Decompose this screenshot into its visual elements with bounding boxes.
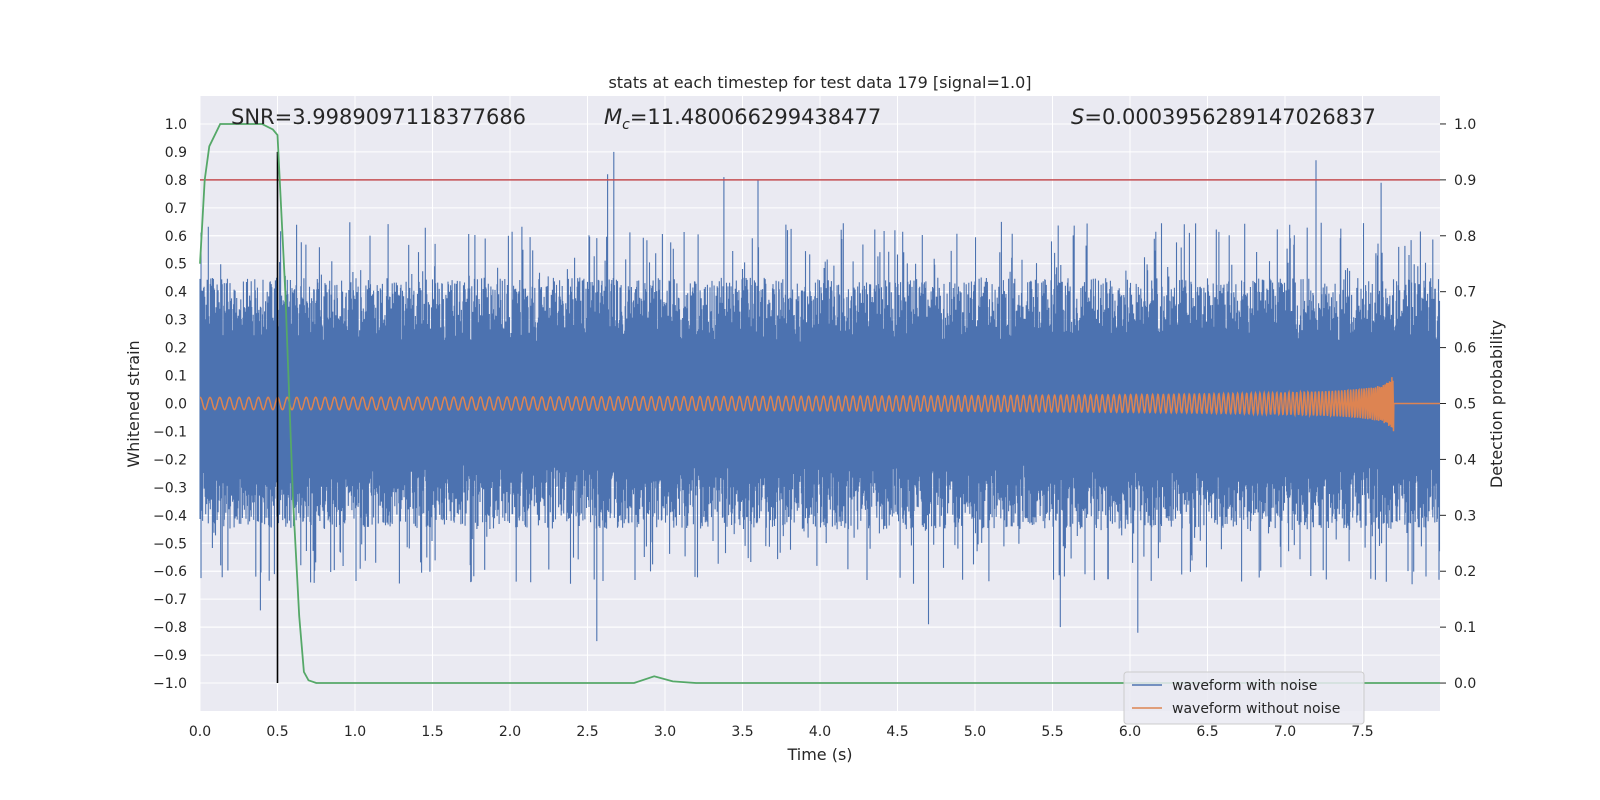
- y-tick-label: 0.7: [165, 201, 187, 217]
- y-tick-label: −0.8: [153, 620, 187, 636]
- y2-axis-label: Detection probability: [1487, 320, 1506, 488]
- y-tick-label: 0.6: [165, 229, 187, 245]
- y-tick-label: −0.1: [153, 424, 187, 440]
- y-tick-label: −0.6: [153, 564, 187, 580]
- x-tick-label: 4.0: [809, 724, 831, 740]
- detection-probability-line: [199, 123, 1440, 684]
- y2-tick-label: 0.8: [1454, 229, 1476, 245]
- y-axis-ticks: 1.0 0.9 0.8 0.7 0.6 0.5 0.4 0.3 0.2 0.1 0.0 −0.1 −0.…: [153, 117, 187, 692]
- x-tick-label: 1.0: [344, 724, 366, 740]
- y-tick-label: −0.9: [153, 648, 187, 664]
- x-tick-label: 0.0: [189, 724, 211, 740]
- s-value: =0.0003956289147026837: [1084, 105, 1376, 129]
- chirp-mass-symbol: M: [604, 105, 622, 129]
- chirp-mass-annotation: Mc=11.480066299438477: [604, 105, 881, 133]
- y-tick-label: −0.4: [153, 508, 187, 524]
- x-tick-label: 0.5: [266, 724, 288, 740]
- y2-tick-label: 0.5: [1454, 397, 1476, 413]
- x-tick-label: 5.0: [964, 724, 986, 740]
- y-tick-label: −0.7: [153, 592, 187, 608]
- y2-tick-label: 0.0: [1454, 676, 1476, 692]
- y-tick-label: 0.3: [165, 313, 187, 329]
- y-tick-label: −0.2: [153, 452, 187, 468]
- y-tick-label: 0.9: [165, 145, 187, 161]
- s-symbol: S: [1071, 105, 1084, 129]
- snr-annotation: SNR=3.9989097118377686: [231, 105, 526, 129]
- y2-axis-ticks: 1.0 0.9 0.8 0.7 0.6 0.5 0.4 0.3 0.2 0.1 0.0: [1440, 117, 1476, 692]
- chart-title: stats at each timestep for test data 179…: [608, 73, 1031, 92]
- legend-label-clean: waveform without noise: [1172, 701, 1340, 717]
- y-tick-label: 0.2: [165, 341, 187, 357]
- clean-waveform-line: [199, 377, 1440, 432]
- x-tick-label: 5.5: [1041, 724, 1063, 740]
- x-axis-label: Time (s): [786, 745, 852, 764]
- y2-tick-label: 0.2: [1454, 564, 1476, 580]
- x-tick-label: 7.0: [1274, 724, 1296, 740]
- y-tick-label: −1.0: [153, 676, 187, 692]
- y-tick-label: 0.4: [165, 285, 187, 301]
- detection-probability-series: [199, 123, 1440, 684]
- x-tick-label: 6.0: [1119, 724, 1141, 740]
- y2-tick-label: 0.6: [1454, 341, 1476, 357]
- y-tick-label: 1.0: [165, 117, 187, 133]
- legend-box: [1123, 671, 1365, 725]
- y-axis-label: Whitened strain: [124, 340, 143, 467]
- y2-tick-label: 0.4: [1454, 452, 1476, 468]
- y-tick-label: 0.1: [165, 369, 187, 385]
- x-tick-label: 1.5: [421, 724, 443, 740]
- y2-tick-label: 1.0: [1454, 117, 1476, 133]
- x-tick-label: 3.5: [731, 724, 753, 740]
- x-tick-label: 4.5: [886, 724, 908, 740]
- waveform-without-noise-series: [199, 377, 1440, 432]
- x-tick-label: 3.0: [654, 724, 676, 740]
- y2-tick-label: 0.9: [1454, 173, 1476, 189]
- x-tick-label: 6.5: [1196, 724, 1218, 740]
- chirp-mass-subscript: c: [622, 117, 630, 133]
- x-tick-label: 7.5: [1351, 724, 1373, 740]
- s-annotation: S=0.0003956289147026837: [1071, 105, 1376, 129]
- chirp-mass-value: =11.480066299438477: [630, 105, 881, 129]
- x-tick-label: 2.0: [499, 724, 521, 740]
- y2-tick-label: 0.1: [1454, 620, 1476, 636]
- y2-tick-label: 0.3: [1454, 508, 1476, 524]
- legend-label-noisy: waveform with noise: [1172, 678, 1317, 694]
- x-tick-label: 2.5: [576, 724, 598, 740]
- y-tick-label: −0.5: [153, 536, 187, 552]
- y2-tick-label: 0.7: [1454, 285, 1476, 301]
- y-tick-label: 0.8: [165, 173, 187, 189]
- x-axis-ticks: 0.0 0.5 1.0 1.5 2.0 2.5 3.0 3.5 4.0 4.5 5.0 5.5 6.0 6…: [189, 724, 1374, 740]
- y-tick-label: −0.3: [153, 480, 187, 496]
- y-tick-label: 0.0: [165, 397, 187, 413]
- legend: waveform with noise waveform without noi…: [1123, 671, 1365, 725]
- y-tick-label: 0.5: [165, 257, 187, 273]
